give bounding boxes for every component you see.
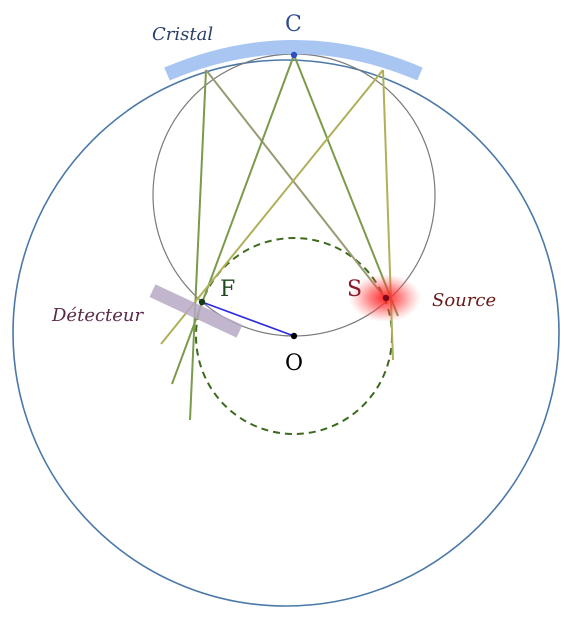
point-o-dot <box>290 332 298 340</box>
ray <box>205 69 386 299</box>
segment-fo <box>201 301 295 337</box>
ray <box>171 54 295 385</box>
point-c-label: C <box>285 12 302 37</box>
point-f-label: F <box>220 277 235 302</box>
point-s-dot <box>382 294 390 302</box>
focusing-circle <box>12 59 560 607</box>
ray <box>189 69 207 421</box>
point-o-label: O <box>285 351 303 376</box>
detector-plate <box>149 284 243 338</box>
ray-group <box>160 54 399 421</box>
crystal-label: Cristal <box>152 24 213 45</box>
point-f-dot <box>198 298 206 306</box>
point-c-dot <box>290 51 298 59</box>
source-label: Source <box>432 290 496 311</box>
point-s-label: S <box>347 277 362 302</box>
ray <box>293 54 399 317</box>
ray <box>160 69 384 345</box>
detector-label: Détecteur <box>51 305 145 326</box>
crystal-arc <box>164 40 423 81</box>
